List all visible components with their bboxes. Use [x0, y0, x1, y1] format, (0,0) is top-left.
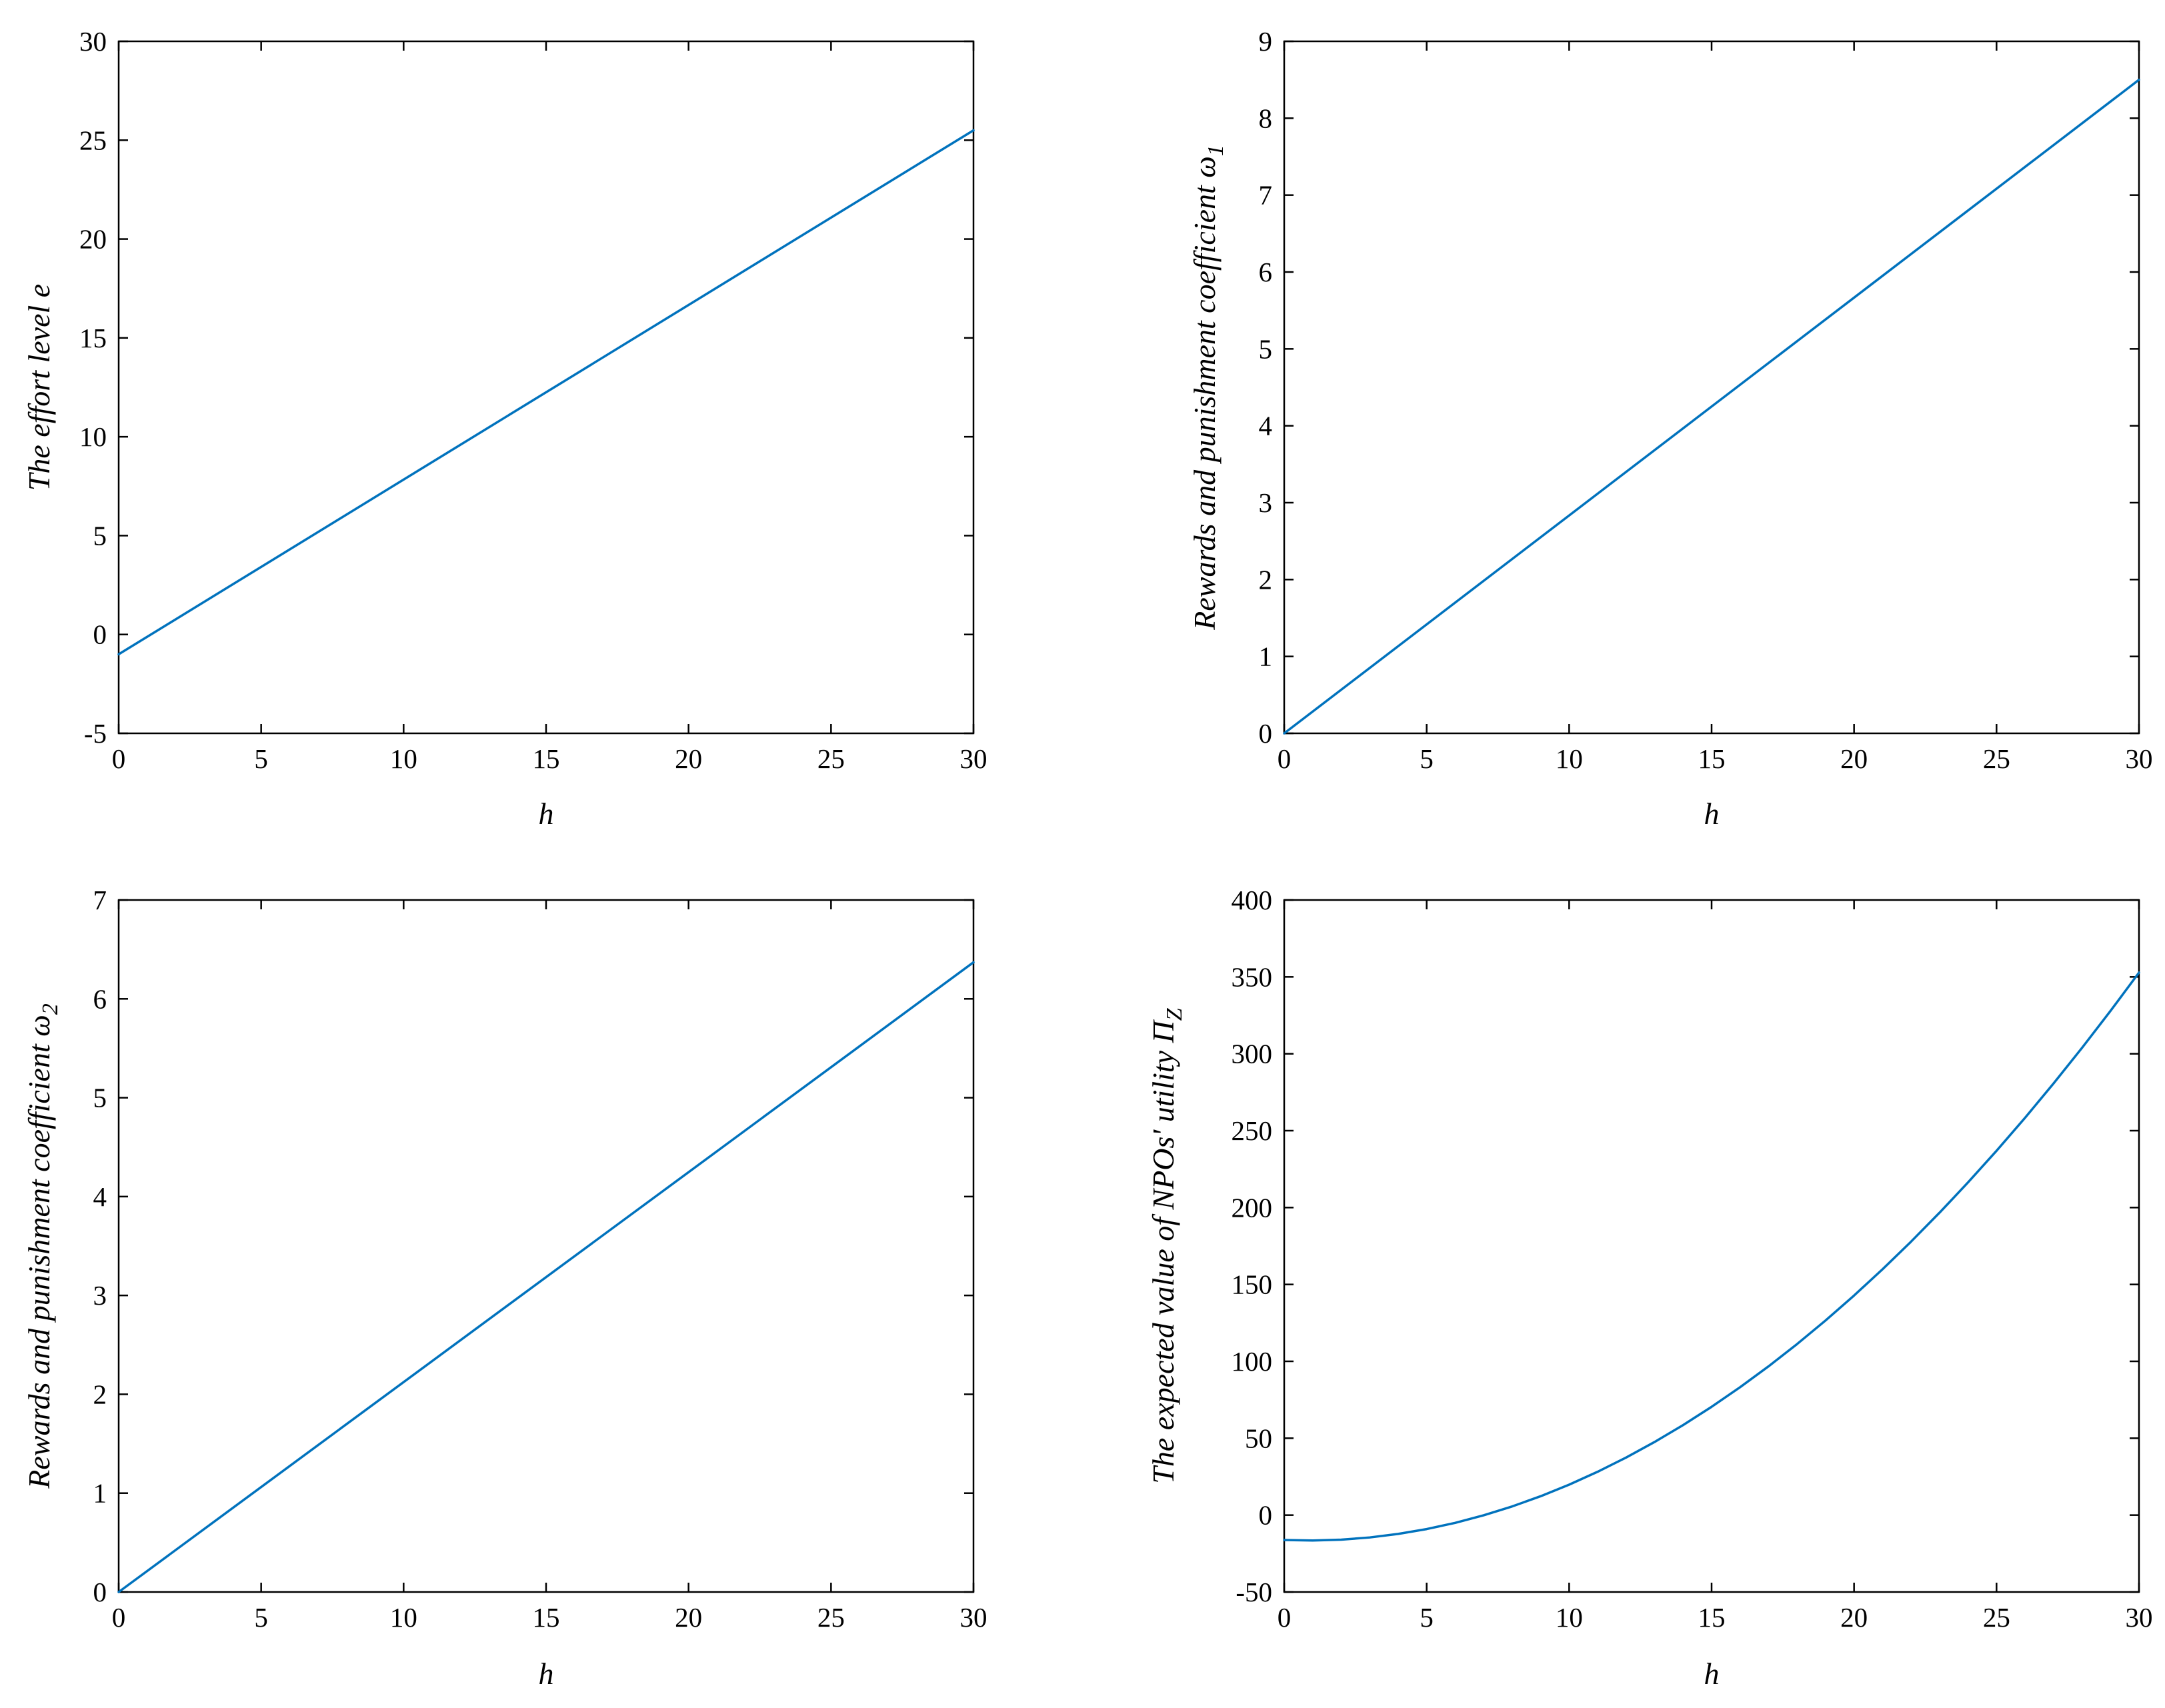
x-tick-label: 20	[675, 1602, 702, 1633]
x-axis-label: h	[539, 1657, 554, 1691]
x-tick-label: 10	[1556, 1602, 1583, 1633]
y-tick-label: 50	[1245, 1423, 1272, 1453]
y-tick-label: 3	[93, 1280, 107, 1311]
x-tick-label: 25	[817, 1602, 845, 1633]
subplot-omega1: 0 5 10 15 20 25 30 0 1 2 3 4 5 6 7 8 9 h Rewards and pun…	[1188, 26, 2153, 831]
y-axis-label: The effort level e	[22, 284, 56, 491]
y-tick-label: 0	[93, 1577, 107, 1607]
x-tick-label: 20	[1840, 743, 1868, 774]
y-tick-label: 15	[79, 323, 107, 353]
y-tick-label: 6	[93, 983, 107, 1014]
series-line	[117, 961, 975, 1593]
x-tick-label: 0	[1278, 1602, 1292, 1633]
x-tick-label: 10	[390, 1602, 417, 1633]
y-tick-label: 200	[1232, 1192, 1273, 1223]
x-tick-label: 30	[2126, 1602, 2153, 1633]
y-tick-label: 0	[1259, 718, 1273, 749]
x-tick-label: 20	[675, 743, 702, 774]
x-axis-label: h	[539, 797, 554, 831]
x-tick-label: 15	[533, 1602, 560, 1633]
series-line	[117, 129, 975, 656]
y-tick-label: 2	[93, 1379, 107, 1409]
y-tick-label: 250	[1232, 1115, 1273, 1146]
y-tick-label: 150	[1232, 1269, 1273, 1300]
y-tick-label: 30	[79, 26, 107, 57]
y-tick-label: 6	[1259, 257, 1273, 287]
x-tick-label: 15	[533, 743, 560, 774]
subplot-omega2: 0 5 10 15 20 25 30 0 1 2 3 4 5 6 7 h Rewards and punis…	[22, 885, 987, 1691]
y-tick-label: 1	[1259, 641, 1273, 672]
x-tick-label: 30	[960, 743, 987, 774]
y-tick-label: 4	[93, 1181, 107, 1212]
y-tick-label: 5	[1259, 333, 1273, 364]
x-tick-label: 10	[1556, 743, 1583, 774]
y-tick-label: -50	[1236, 1577, 1272, 1607]
x-tick-label: 5	[254, 1602, 268, 1633]
x-tick-label: 0	[1278, 743, 1292, 774]
x-axis-label: h	[1704, 1657, 1720, 1691]
y-axis-label: Rewards and punishment coefficient ω2	[22, 1003, 63, 1489]
y-tick-label: 8	[1259, 103, 1273, 133]
y-tick-label: 5	[93, 520, 107, 551]
x-tick-label: 5	[1420, 743, 1434, 774]
x-tick-label: 0	[112, 743, 126, 774]
y-axis-label: Rewards and punishment coefficient ω1	[1188, 145, 1228, 630]
y-tick-label: 10	[79, 421, 107, 452]
x-tick-label: 5	[1420, 1602, 1434, 1633]
y-tick-label: 0	[1259, 1500, 1273, 1531]
x-tick-label: 15	[1698, 743, 1726, 774]
y-tick-label: 400	[1232, 885, 1273, 915]
y-tick-label: 0	[93, 619, 107, 650]
x-tick-label: 5	[254, 743, 268, 774]
ticks: 0 5 10 15 20 25 30 0 1 2 3 4 5 6 7	[93, 885, 987, 1633]
y-tick-label: -5	[84, 718, 107, 749]
y-tick-label: 25	[79, 125, 107, 155]
series-line	[1283, 971, 2140, 1542]
y-tick-label: 20	[79, 224, 107, 255]
x-tick-label: 15	[1698, 1602, 1726, 1633]
subplot-npo-utility: 0 5 10 15 20 25 30-50050100150200250300350400 …	[1146, 885, 2153, 1691]
y-tick-label: 350	[1232, 961, 1273, 992]
y-tick-label: 2	[1259, 564, 1273, 595]
x-tick-label: 0	[112, 1602, 126, 1633]
y-tick-label: 4	[1259, 411, 1273, 441]
y-tick-label: 5	[93, 1083, 107, 1113]
y-tick-label: 100	[1232, 1346, 1273, 1377]
x-tick-label: 30	[960, 1602, 987, 1633]
y-tick-label: 9	[1259, 26, 1273, 57]
series-line	[1283, 78, 2140, 735]
x-tick-label: 25	[1983, 743, 2010, 774]
ticks: 0 5 10 15 20 25 30 0 1 2 3 4 5 6 7 8 9	[1259, 26, 2153, 774]
x-tick-label: 20	[1840, 1602, 1868, 1633]
y-tick-label: 300	[1232, 1039, 1273, 1069]
y-tick-label: 1	[93, 1478, 107, 1509]
y-tick-label: 7	[1259, 180, 1273, 211]
y-axis-label: The expected value of NPOs' utility ΠZ	[1146, 1007, 1187, 1484]
x-tick-label: 30	[2126, 743, 2153, 774]
y-tick-label: 3	[1259, 487, 1273, 518]
x-tick-label: 25	[1983, 1602, 2010, 1633]
y-tick-label: 7	[93, 885, 107, 915]
x-tick-label: 10	[390, 743, 417, 774]
x-axis-label: h	[1704, 797, 1720, 831]
x-tick-label: 25	[817, 743, 845, 774]
